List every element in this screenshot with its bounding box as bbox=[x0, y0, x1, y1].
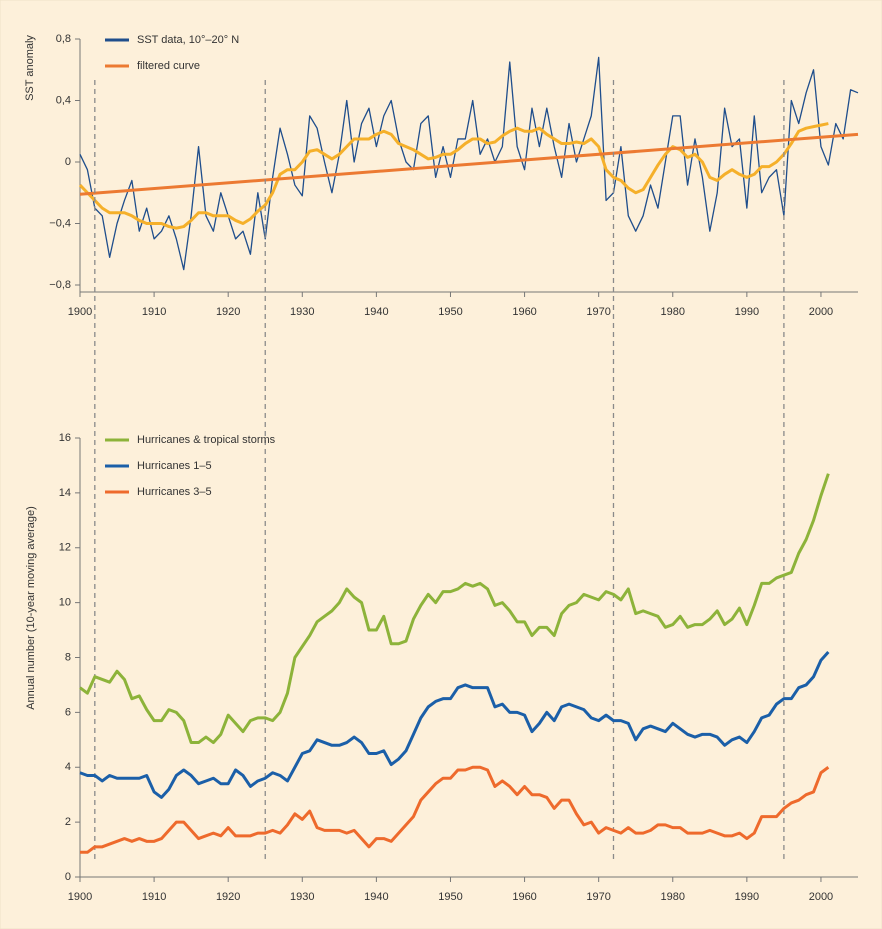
y-tick-label: 0 bbox=[65, 871, 71, 883]
series-line bbox=[78, 122, 829, 230]
x-tick-label: 1970 bbox=[586, 306, 610, 318]
x-tick-label: 1940 bbox=[364, 306, 388, 318]
y-tick-label: 4 bbox=[65, 761, 71, 773]
x-tick-label: 1980 bbox=[661, 306, 685, 318]
legend-label: filtered curve bbox=[137, 60, 200, 72]
y-tick-label: −0,8 bbox=[49, 279, 71, 291]
y-tick-label: 8 bbox=[65, 651, 71, 663]
y-tick-label: 6 bbox=[65, 706, 71, 718]
x-tick-label: 1960 bbox=[512, 891, 536, 903]
legend-label: SST data, 10°–20° N bbox=[137, 34, 239, 46]
y-tick-label: 2 bbox=[65, 816, 71, 828]
x-tick-label: 1960 bbox=[512, 306, 536, 318]
x-tick-label: 1930 bbox=[290, 306, 314, 318]
x-tick-label: 1920 bbox=[216, 891, 240, 903]
x-tick-label: 1910 bbox=[142, 306, 166, 318]
x-tick-label: 1930 bbox=[290, 891, 314, 903]
x-tick-label: 1940 bbox=[364, 891, 388, 903]
y-axis-label: Annual number (10-year moving average) bbox=[25, 506, 37, 710]
series-line bbox=[79, 651, 830, 799]
y-tick-label: 0,4 bbox=[56, 94, 71, 106]
x-tick-label: 1990 bbox=[735, 306, 759, 318]
y-axis-label: SST anomaly bbox=[24, 35, 36, 101]
x-tick-label: 2000 bbox=[809, 891, 833, 903]
series-line bbox=[79, 473, 830, 745]
legend-label: Hurricanes 1–5 bbox=[137, 460, 212, 472]
x-tick-label: 1900 bbox=[68, 306, 92, 318]
x-tick-label: 1970 bbox=[586, 891, 610, 903]
y-tick-label: 14 bbox=[59, 487, 71, 499]
series-line bbox=[79, 56, 859, 271]
x-tick-label: 1990 bbox=[735, 891, 759, 903]
x-tick-label: 1950 bbox=[438, 306, 462, 318]
y-tick-label: 0,8 bbox=[56, 33, 71, 45]
y-tick-label: 12 bbox=[59, 542, 71, 554]
x-tick-label: 2000 bbox=[809, 306, 833, 318]
legend-label: Hurricanes & tropical storms bbox=[137, 434, 276, 446]
series-line bbox=[80, 765, 830, 854]
series-line bbox=[79, 132, 859, 196]
x-tick-label: 1910 bbox=[142, 891, 166, 903]
y-tick-label: 16 bbox=[59, 432, 71, 444]
legend-label: Hurricanes 3–5 bbox=[137, 486, 212, 498]
x-tick-label: 1900 bbox=[68, 891, 92, 903]
x-tick-label: 1950 bbox=[438, 891, 462, 903]
x-tick-label: 1920 bbox=[216, 306, 240, 318]
y-tick-label: 0 bbox=[65, 156, 71, 168]
y-tick-label: 10 bbox=[59, 597, 71, 609]
x-tick-label: 1980 bbox=[661, 891, 685, 903]
y-tick-label: −0,4 bbox=[49, 217, 71, 229]
